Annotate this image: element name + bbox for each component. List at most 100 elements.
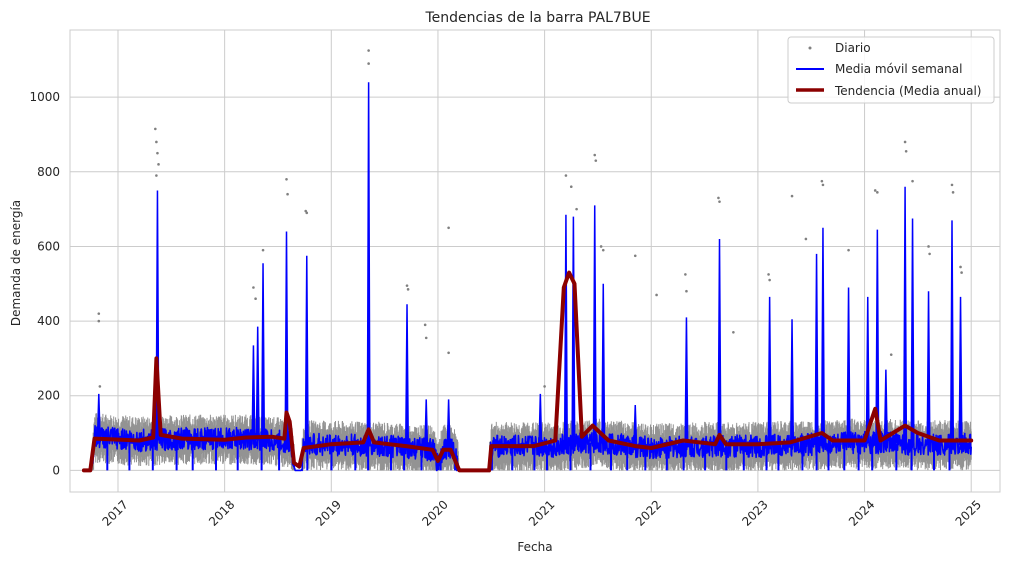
x-axis-label: Fecha	[517, 540, 552, 554]
chart-title: Tendencias de la barra PAL7BUE	[424, 10, 650, 26]
daily-point	[633, 254, 637, 258]
daily-point	[903, 140, 907, 144]
daily-point	[543, 385, 546, 388]
daily-point	[732, 330, 735, 334]
daily-point	[155, 174, 158, 177]
weekly-spike	[949, 220, 955, 445]
daily-point	[904, 149, 908, 153]
weekly-spike	[820, 227, 825, 445]
plot-area	[69, 29, 1001, 493]
weekly-spike	[684, 317, 689, 448]
daily-point	[960, 271, 963, 274]
weekly-spike	[633, 405, 638, 448]
daily-point	[261, 248, 265, 252]
daily-point	[254, 297, 257, 300]
weekly-spike	[789, 319, 795, 446]
daily-point	[928, 252, 931, 256]
weekly-spike	[767, 296, 772, 447]
weekly-spike	[926, 291, 931, 445]
daily-point	[305, 211, 309, 215]
daily-point	[951, 191, 955, 194]
daily-point	[847, 248, 850, 252]
daily-point	[593, 153, 597, 157]
daily-point	[889, 353, 893, 356]
legend-trend-label: Tendencia (Media anual)	[834, 84, 981, 98]
grid-lines	[70, 30, 1000, 492]
daily-point	[157, 163, 160, 166]
daily-point	[873, 189, 877, 192]
daily-point	[252, 286, 255, 289]
y-axis-label: Demanda de energía	[9, 200, 23, 326]
weekly-spike	[958, 296, 963, 445]
weekly-spike	[865, 296, 870, 444]
daily-point	[286, 192, 289, 196]
legend-daily-marker	[808, 46, 812, 50]
daily-point	[684, 273, 687, 276]
weekly-spike	[563, 214, 568, 446]
daily-point	[768, 278, 771, 282]
daily-point	[594, 159, 598, 162]
daily-point	[927, 245, 930, 248]
y-tick-label: 600	[37, 239, 60, 253]
weekly-spike	[251, 345, 256, 441]
daily-point	[911, 179, 914, 183]
daily-point	[97, 319, 101, 323]
y-tick-label: 200	[37, 389, 60, 403]
daily-point	[405, 284, 409, 287]
trend-series	[81, 270, 974, 473]
weekly-spike	[592, 205, 597, 444]
daily-point	[154, 127, 157, 131]
daily-point	[424, 336, 428, 340]
weekly-spike	[571, 216, 576, 446]
daily-point	[447, 226, 450, 230]
daily-point	[685, 289, 688, 293]
y-tick-label: 0	[52, 463, 60, 477]
legend-weekly-label: Media móvil semanal	[835, 62, 962, 76]
weekly-spike	[284, 231, 289, 443]
weekly-spike	[601, 283, 606, 444]
weekly-spike	[875, 229, 880, 444]
y-tick-label: 400	[37, 314, 60, 328]
legend-box	[787, 36, 995, 104]
y-tick-label: 800	[37, 165, 60, 179]
daily-point	[569, 185, 573, 189]
daily-point	[98, 385, 102, 388]
daily-point	[804, 237, 808, 241]
daily-point	[599, 245, 603, 248]
weekly-spike	[903, 186, 908, 445]
daily-point	[655, 293, 658, 297]
weekly-spike	[424, 399, 429, 451]
daily-point	[575, 207, 578, 211]
daily-point	[601, 248, 605, 252]
daily-point	[155, 140, 158, 144]
weekly-spike	[304, 255, 309, 446]
weekly-spike	[255, 326, 260, 441]
weekly-spike	[814, 253, 819, 445]
daily-point	[564, 174, 568, 177]
weekly-spike	[910, 218, 915, 445]
daily-point	[876, 191, 879, 194]
weekly-spike	[446, 399, 451, 450]
weekly-spike	[261, 263, 266, 441]
daily-point	[767, 273, 770, 276]
trend-line	[81, 270, 974, 473]
weekly-spike	[366, 82, 371, 447]
daily-point	[285, 177, 288, 181]
daily-point	[367, 62, 370, 65]
daily-point	[950, 183, 954, 187]
daily-point	[447, 351, 450, 355]
daily-point	[97, 312, 101, 315]
daily-point	[367, 49, 370, 52]
daily-point	[717, 196, 720, 200]
weekly-dips	[106, 437, 951, 471]
daily-point	[718, 200, 721, 203]
weekly-spike	[717, 238, 722, 447]
y-tick-label: 1000	[29, 90, 60, 104]
weekly-spike	[538, 393, 543, 447]
weekly-spike	[846, 287, 851, 444]
legend-daily-label: Diario	[835, 41, 871, 55]
daily-point	[959, 265, 962, 269]
y-tick-labels: 0 200 400 600 800 1000	[29, 90, 60, 477]
weekly-spike	[404, 304, 410, 449]
